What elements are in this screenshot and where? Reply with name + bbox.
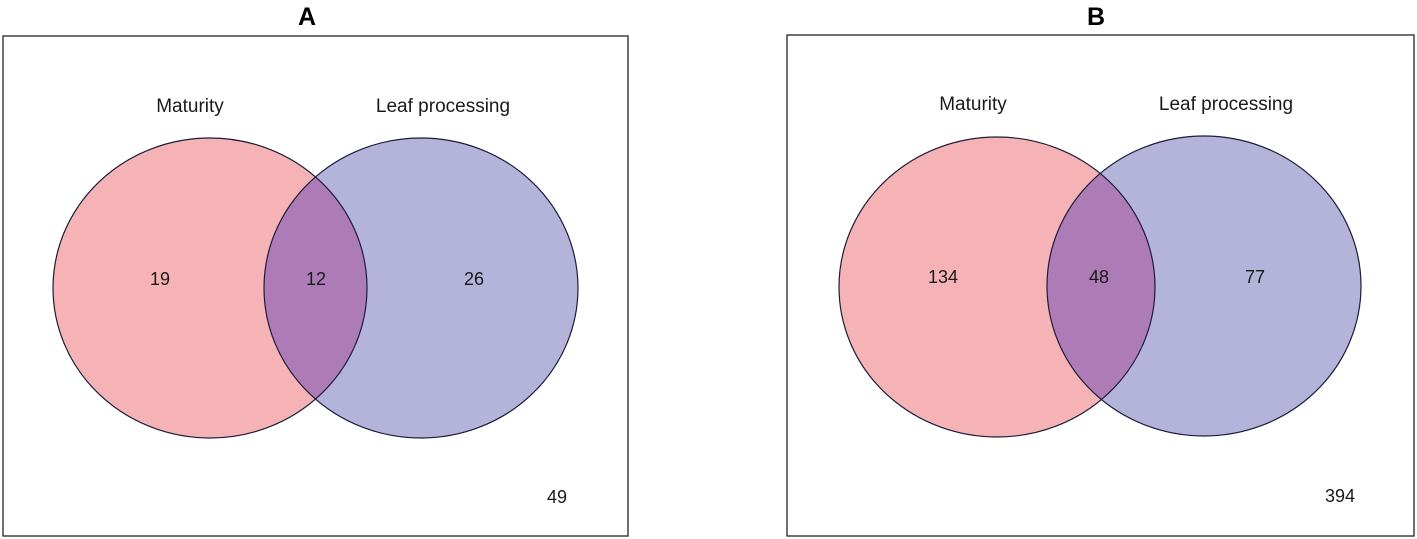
- panel-a-leaf-processing-label: Leaf processing: [376, 96, 510, 117]
- panel-b-neither-count: 394: [1325, 486, 1355, 506]
- panel-b-leaf-processing-label: Leaf processing: [1159, 94, 1293, 115]
- panel-a: A Maturity Leaf processing 19 12 26 49: [2, 3, 629, 537]
- panel-a-overlap-region: [264, 138, 367, 438]
- panel-a-leaf-processing-outline: [263, 137, 579, 439]
- panel-b-overlap-count: 48: [1089, 267, 1109, 287]
- panel-a-overlap-count: 12: [306, 269, 326, 289]
- panel-b-letter: B: [1087, 3, 1105, 31]
- panel-a-only-leaf-processing-count: 26: [464, 269, 484, 289]
- panel-b-only-leaf-processing-count: 77: [1245, 267, 1265, 287]
- panel-a-neither-count: 49: [547, 487, 567, 507]
- panel-a-maturity-outline: [52, 137, 368, 439]
- panel-b-leaf-processing-outline: [1046, 135, 1362, 437]
- panel-b-maturity-outline: [838, 136, 1156, 438]
- panel-b-only-maturity-count: 134: [928, 267, 958, 287]
- panel-a-only-maturity-count: 19: [150, 269, 170, 289]
- panel-b-overlap-region: [1047, 137, 1155, 436]
- panel-a-maturity-label: Maturity: [156, 96, 224, 117]
- panel-a-letter: A: [298, 3, 316, 31]
- panel-b-maturity-label: Maturity: [939, 94, 1007, 115]
- panel-b: B Maturity Leaf processing 134 48 77 394: [786, 3, 1415, 537]
